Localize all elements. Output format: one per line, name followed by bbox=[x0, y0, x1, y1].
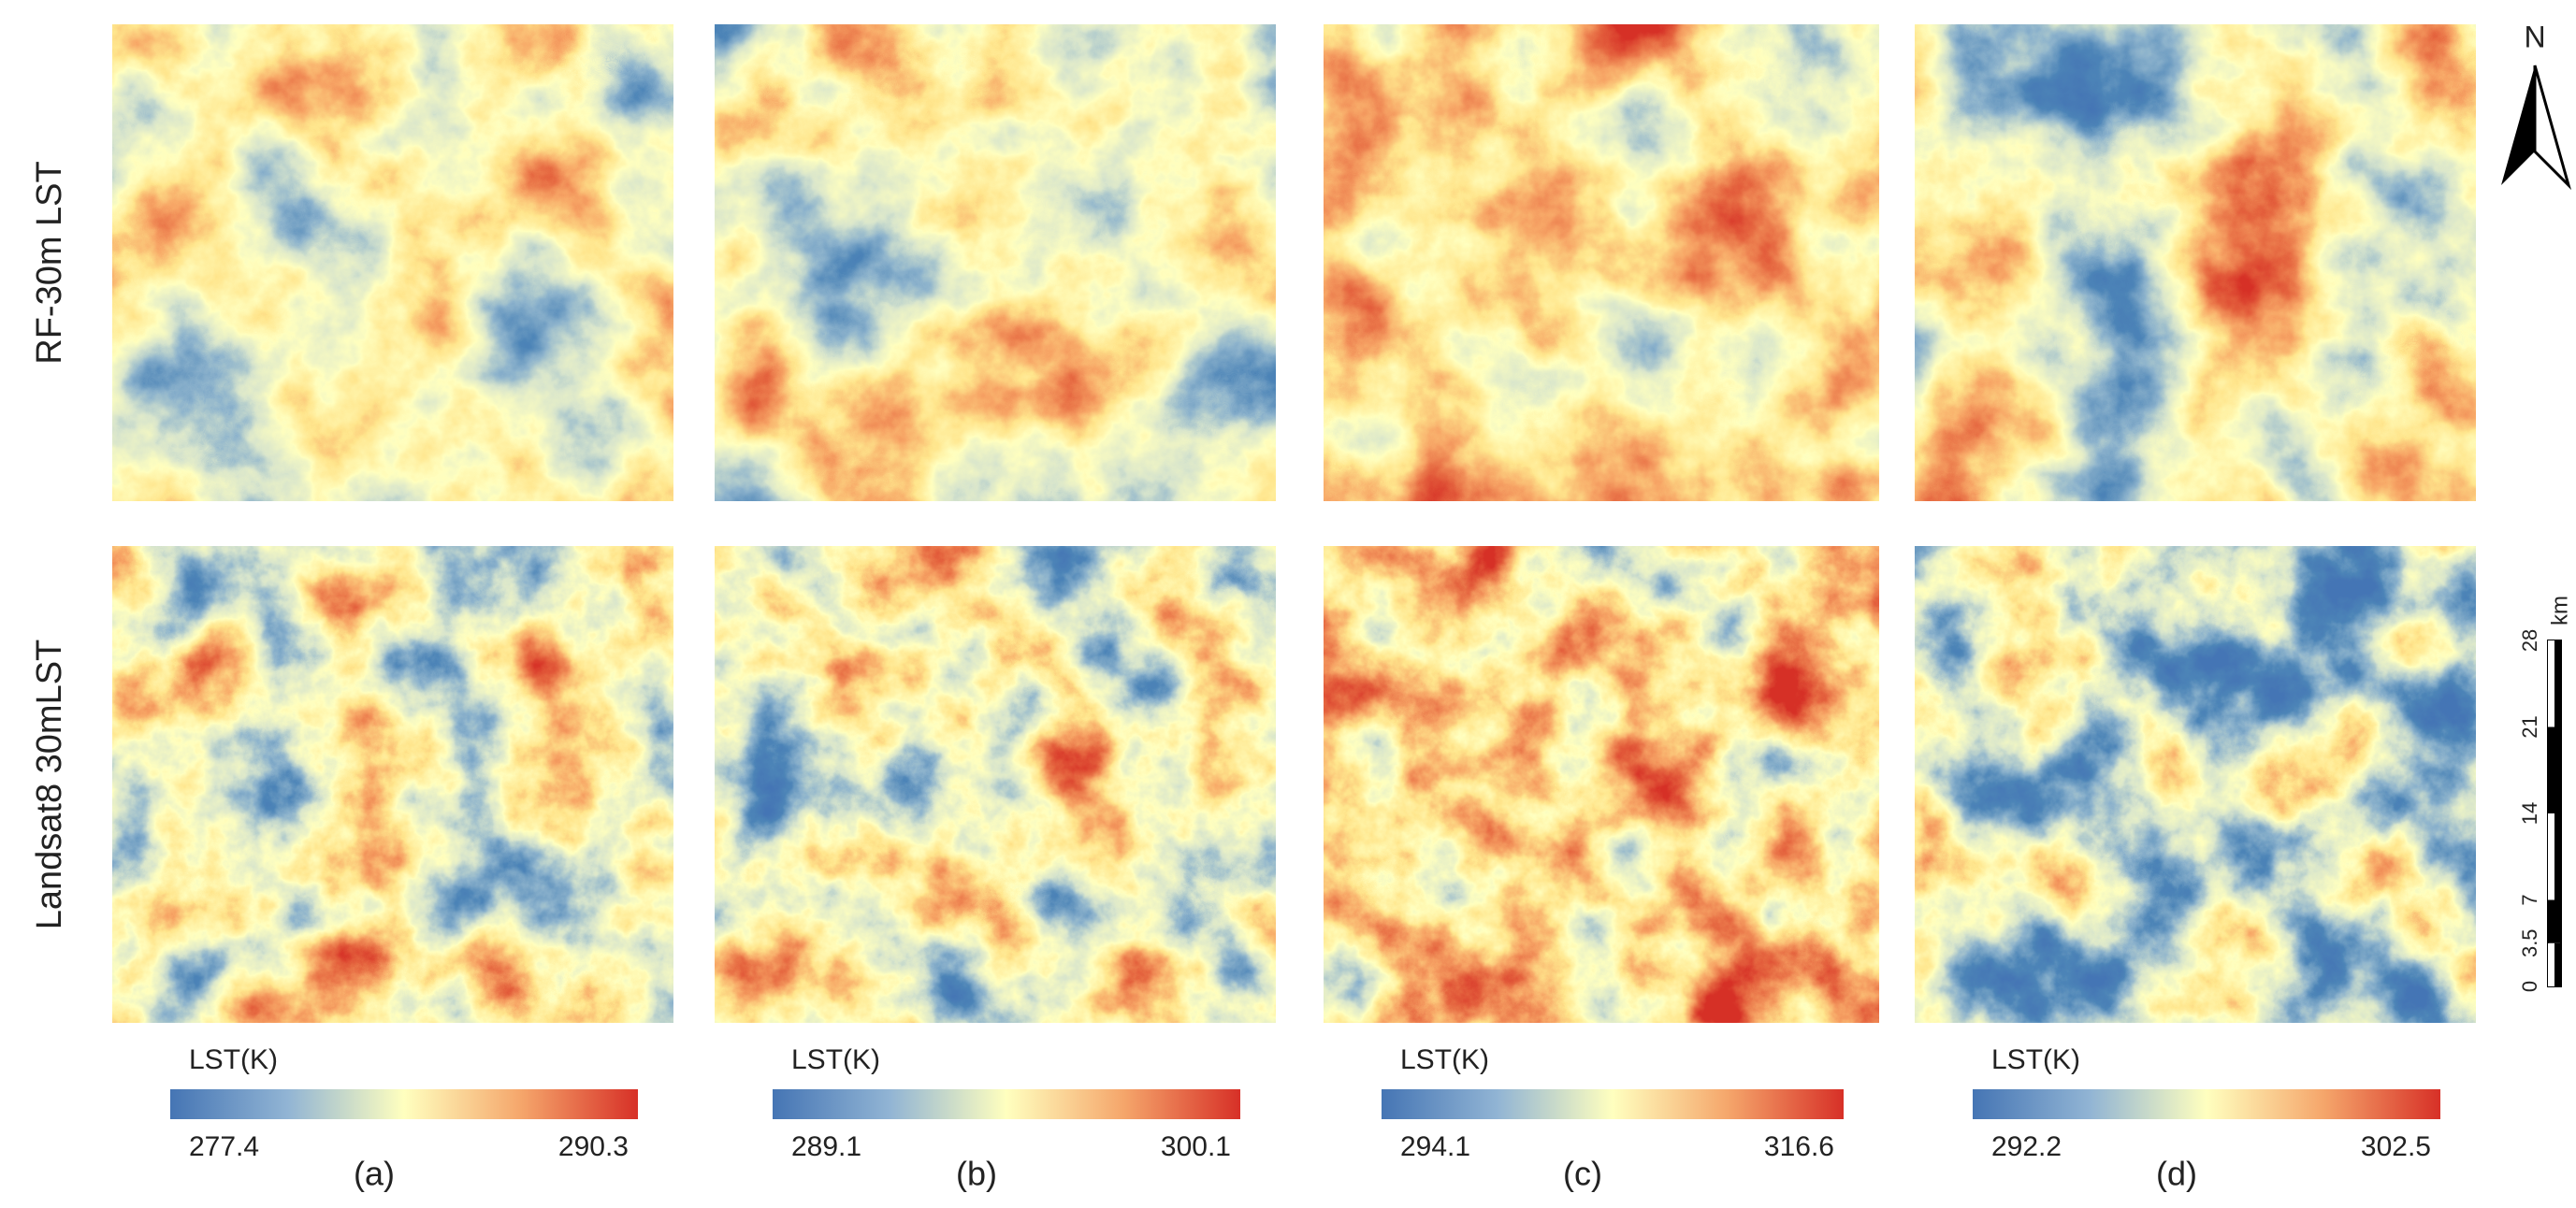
colorbar-min: 294.1 bbox=[1400, 1131, 1470, 1162]
scale-tick-label: 21 bbox=[2518, 715, 2541, 738]
lst-map bbox=[715, 546, 1276, 1023]
row-label: Landsat8 30mLST bbox=[30, 640, 69, 930]
lst-map bbox=[1324, 546, 1879, 1023]
north-arrow: N bbox=[2501, 20, 2571, 191]
lst-map bbox=[112, 546, 673, 1023]
colorbar bbox=[1382, 1089, 1844, 1119]
colorbar-min: 277.4 bbox=[189, 1131, 259, 1162]
colorbar-title: LST(K) bbox=[791, 1044, 880, 1075]
scale-tick-label: 7 bbox=[2518, 894, 2541, 905]
scale-bar-segment bbox=[2548, 813, 2554, 900]
scale-bar-segment bbox=[2554, 899, 2561, 943]
scale-bar-segment bbox=[2548, 942, 2554, 986]
panel-label: (b) bbox=[956, 1155, 997, 1193]
lst-map bbox=[715, 24, 1276, 501]
scale-tick-label: 14 bbox=[2518, 802, 2541, 825]
colorbar-title: LST(K) bbox=[1400, 1044, 1489, 1075]
colorbar-max: 302.5 bbox=[2361, 1131, 2431, 1162]
scale-bar-segment bbox=[2554, 726, 2561, 813]
colorbar-min: 289.1 bbox=[791, 1131, 861, 1162]
scale-bar-segment bbox=[2548, 726, 2554, 813]
lst-map bbox=[1915, 24, 2476, 501]
panel-label: (c) bbox=[1563, 1155, 1602, 1193]
north-label: N bbox=[2524, 20, 2545, 53]
colorbar-max: 316.6 bbox=[1764, 1131, 1834, 1162]
panel-label: (a) bbox=[354, 1155, 395, 1193]
scale-bar-segment bbox=[2554, 813, 2561, 900]
scale-tick-label: 3.5 bbox=[2518, 928, 2541, 957]
scale-bar-segment bbox=[2554, 942, 2561, 986]
row-label: RF-30m LST bbox=[30, 161, 69, 364]
colorbar bbox=[170, 1089, 638, 1119]
colorbar-min: 292.2 bbox=[1991, 1131, 2062, 1162]
lst-map bbox=[112, 24, 673, 501]
colorbar-title: LST(K) bbox=[1991, 1044, 2080, 1075]
scale-bar-segment bbox=[2548, 640, 2554, 727]
panel-label: (d) bbox=[2156, 1155, 2197, 1193]
lst-map bbox=[1324, 24, 1879, 501]
colorbar bbox=[1973, 1089, 2440, 1119]
colorbar-max: 300.1 bbox=[1161, 1131, 1231, 1162]
scale-bar-segment bbox=[2554, 640, 2561, 727]
colorbar-title: LST(K) bbox=[189, 1044, 278, 1075]
scale-unit: km bbox=[2547, 596, 2572, 626]
colorbar-max: 290.3 bbox=[558, 1131, 629, 1162]
colorbar bbox=[773, 1089, 1240, 1119]
lst-map bbox=[1915, 546, 2476, 1023]
scale-bar-segment bbox=[2548, 899, 2554, 943]
scale-tick-label: 28 bbox=[2518, 629, 2541, 652]
scale-tick-label: 0 bbox=[2518, 981, 2541, 992]
